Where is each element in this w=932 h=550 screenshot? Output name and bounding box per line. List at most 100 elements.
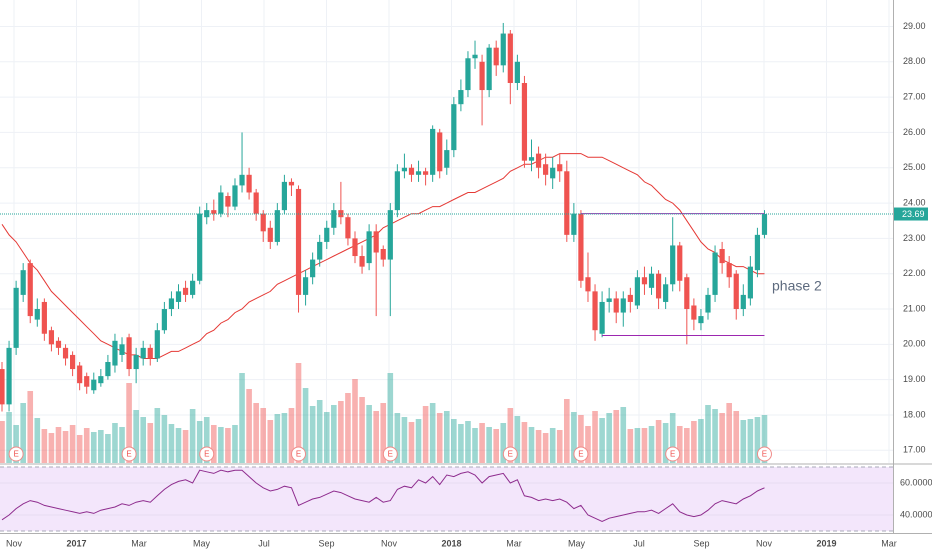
candle-body [535, 153, 542, 168]
volume-bar [620, 407, 627, 463]
volume-bar [507, 408, 514, 463]
volume-bar [0, 421, 5, 463]
candle-body [592, 291, 598, 331]
candle-body [48, 330, 55, 345]
rsi-line [1, 469, 765, 522]
candle-body [648, 273, 655, 288]
candle-body [401, 167, 408, 172]
candle-body [479, 61, 485, 91]
candle-body [190, 280, 196, 295]
candle-body [747, 266, 753, 299]
volume-bar [225, 428, 231, 463]
candle-body [641, 277, 648, 285]
volume-bar [246, 389, 252, 463]
candle-body [613, 298, 619, 313]
annotation: phase 2 [772, 278, 822, 294]
candle-body [740, 294, 746, 310]
candle-body [521, 82, 528, 161]
candle-body [627, 294, 633, 302]
volume-bar [691, 421, 697, 463]
earnings-marker [121, 446, 137, 462]
volume-bar [6, 412, 12, 463]
y-tick-label: 23.00 [903, 233, 926, 243]
candle-body [564, 171, 570, 235]
earnings-label: E [296, 450, 301, 459]
volume-bar [740, 420, 747, 463]
candle-body [317, 241, 323, 260]
candle-body [705, 294, 711, 313]
volume-bar [719, 413, 725, 463]
volume-bar [380, 403, 387, 463]
candle-body [408, 167, 415, 175]
volume-bar [648, 426, 655, 463]
candle-body [20, 270, 26, 295]
volume-bar [140, 417, 146, 463]
candle-body [211, 210, 217, 214]
volume-bar [698, 419, 704, 463]
volume-bar [119, 427, 125, 463]
volume-bar [542, 433, 549, 463]
y-tick-label: 26.00 [903, 127, 926, 137]
volume-bar [571, 412, 577, 463]
candle-body [77, 365, 83, 384]
candle-body [373, 231, 379, 253]
candle-body [670, 245, 676, 285]
candle-body [366, 231, 372, 264]
volume-bar [401, 417, 408, 463]
volume-bar [387, 373, 394, 463]
earnings-label: E [204, 450, 209, 459]
volume-bar [48, 433, 55, 463]
volume-bar [98, 430, 104, 463]
candle-body [606, 298, 612, 302]
volume-bar [521, 422, 528, 463]
candle-body [70, 354, 76, 370]
candle-body [543, 164, 549, 175]
volume-bar [55, 427, 62, 463]
volume-bar [309, 406, 316, 463]
volume-bar [436, 413, 443, 463]
volume-bar [154, 408, 161, 463]
candle-body [691, 305, 697, 320]
candle-body [154, 330, 160, 359]
rsi-tick-label: 60.0000 [900, 477, 932, 487]
volume-bar [422, 406, 429, 463]
earnings-label: E [13, 450, 18, 459]
candle-body [423, 171, 429, 175]
candle-body [761, 214, 768, 235]
volume-bar [606, 413, 612, 463]
x-tick-label: Mar [506, 538, 522, 548]
candle-body [719, 248, 725, 264]
volume-bar [274, 414, 281, 463]
candle-body [507, 33, 513, 83]
volume-bar [147, 423, 154, 463]
x-tick-label: May [568, 538, 586, 548]
candle-body [274, 210, 280, 242]
earnings-marker [382, 446, 398, 462]
earnings-marker [199, 446, 215, 462]
volume-bar [281, 413, 288, 463]
volume-bar [105, 434, 111, 463]
earnings-marker [573, 446, 589, 462]
rsi-band [0, 467, 893, 531]
volume-bar [486, 427, 492, 463]
volume-bar [733, 411, 740, 463]
volume-bar [211, 425, 217, 463]
volume-bar [69, 425, 76, 463]
candle-body [133, 354, 139, 370]
candle-body [655, 273, 662, 299]
y-tick-label: 28.00 [903, 56, 926, 66]
earnings-marker [291, 446, 307, 462]
volume-bar [133, 410, 139, 463]
volume-bar [239, 373, 245, 463]
volume-bar [331, 405, 337, 463]
volume-bar [253, 403, 259, 463]
volume-bar [641, 428, 648, 463]
candle-body [557, 164, 563, 172]
earnings-label: E [388, 450, 393, 459]
candle-body [41, 301, 47, 334]
candle-body [288, 181, 295, 186]
volume-bar [366, 405, 372, 463]
last-price-label: 23.69 [902, 209, 925, 219]
volume-bar [578, 415, 584, 463]
